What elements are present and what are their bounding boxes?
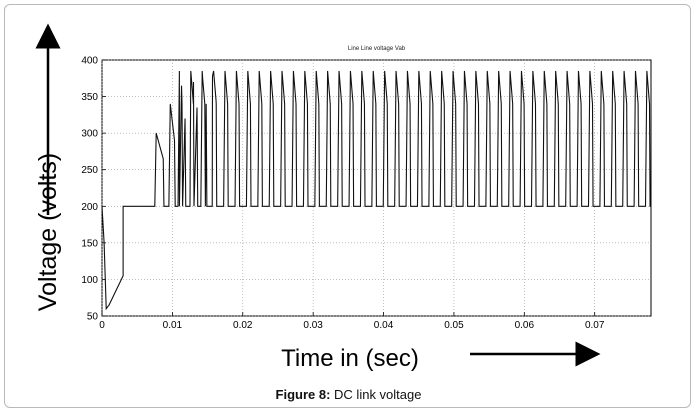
x-tick-label: 0.04 — [374, 320, 394, 331]
series-group — [101, 70, 651, 311]
x-tick-label: 0.03 — [303, 320, 323, 331]
x-tick-label: 0.07 — [585, 320, 605, 331]
y-tick-label: 200 — [81, 202, 98, 213]
axis-ticks: 50 100 150 200 250 300 350 400 0 0.01 0.02 0.03 0.04… — [81, 56, 605, 332]
x-tick-label: 0 — [99, 320, 105, 331]
y-tick-label: 50 — [87, 312, 99, 323]
figure-caption: Figure 8: DC link voltage — [0, 387, 697, 402]
caption-text: DC link voltage — [334, 387, 422, 402]
series-line — [101, 70, 651, 311]
y-tick-label: 400 — [81, 56, 98, 67]
x-tick-label: 0.01 — [163, 320, 183, 331]
y-tick-label: 350 — [81, 92, 98, 103]
x-tick-label: 0.05 — [444, 320, 464, 331]
y-tick-label: 150 — [81, 238, 98, 249]
chart-title: Line Line voltage Vab — [348, 46, 406, 52]
x-axis-label: Time in (sec) — [281, 345, 419, 372]
y-tick-label: 100 — [81, 275, 98, 286]
x-tick-label: 0.06 — [515, 320, 535, 331]
y-tick-label: 300 — [81, 129, 98, 140]
y-tick-label: 250 — [81, 165, 98, 176]
caption-label: Figure 8: — [275, 387, 331, 402]
x-tick-label: 0.02 — [233, 320, 253, 331]
